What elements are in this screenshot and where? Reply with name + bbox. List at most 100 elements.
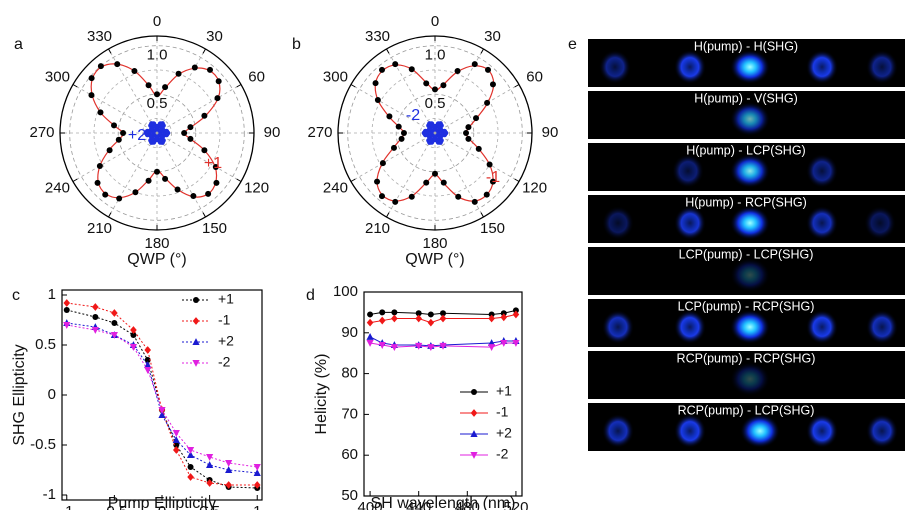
data-point [454, 68, 461, 75]
tick [350, 178, 356, 182]
theta-tick-label: 60 [248, 68, 265, 85]
beam-spot [602, 414, 634, 448]
data-point [432, 86, 438, 93]
data-point [191, 64, 198, 71]
marker [91, 327, 99, 334]
beam-spot [672, 154, 704, 188]
data-point [408, 66, 415, 73]
y-axis-label: SHG Ellipticity [11, 344, 28, 445]
theta-tick-label: 120 [244, 179, 269, 196]
beam-spot [730, 362, 770, 396]
legend-marker [192, 317, 200, 325]
theta-tick-label: 120 [522, 179, 547, 196]
marker [488, 311, 495, 318]
marker [439, 342, 447, 350]
data-point [423, 80, 430, 87]
tick [350, 84, 356, 88]
theta-tick-label: 60 [526, 68, 543, 85]
data-point [214, 95, 221, 102]
tick [386, 212, 390, 218]
theta-tick-label: 240 [45, 179, 70, 196]
marker [110, 332, 118, 339]
tick [386, 48, 390, 54]
beam-spot [730, 154, 770, 188]
r-tick-label: 1.0 [425, 47, 446, 64]
legend-marker [192, 338, 200, 345]
data-point [201, 112, 208, 119]
data-point [455, 193, 462, 200]
data-point [145, 177, 152, 184]
y-tick-label: 0 [48, 386, 56, 403]
x-axis-label: QWP (°) [127, 251, 186, 268]
marker [187, 464, 194, 470]
data-point [115, 136, 122, 143]
data-point [390, 144, 397, 151]
data-point [379, 66, 386, 73]
spoke [350, 132, 436, 182]
data-point [463, 130, 470, 136]
beam-spot [806, 154, 838, 188]
data-point [374, 97, 381, 104]
theta-tick-label: 30 [206, 28, 223, 45]
polar-frame [59, 35, 255, 231]
data-point [187, 124, 194, 131]
marker [206, 454, 214, 461]
marker [158, 407, 166, 414]
legend-marker [470, 430, 478, 437]
panel-letter: a [14, 36, 23, 53]
y-tick-label: 60 [341, 446, 358, 463]
x-tick-label: 480 [455, 499, 480, 510]
marker [379, 309, 386, 316]
data-point [187, 135, 194, 142]
beam-spot [602, 310, 634, 344]
tick [108, 48, 112, 54]
data-point [432, 170, 438, 177]
legend-label: +2 [496, 425, 512, 441]
tick [236, 84, 242, 88]
x-tick-label: 0.5 [199, 503, 220, 510]
spoke [156, 84, 242, 134]
data-point [440, 179, 447, 186]
marker [427, 318, 435, 327]
marker [130, 332, 137, 338]
tick [108, 212, 112, 218]
theta-tick-label: 210 [365, 220, 390, 237]
data-point [486, 161, 493, 168]
marker [415, 310, 422, 317]
data-point [106, 147, 113, 154]
theta-tick-label: 330 [87, 28, 112, 45]
annotation: +2 [128, 127, 146, 144]
beam-spot [674, 50, 706, 84]
marker [253, 469, 261, 476]
marker [92, 303, 99, 311]
theta-tick-label: 150 [480, 220, 505, 237]
data-point [408, 193, 415, 200]
legend-label: +2 [218, 333, 234, 349]
beam-spot [674, 310, 706, 344]
image-label: H(pump) - RCP(SHG) [685, 195, 807, 209]
marker [172, 436, 180, 443]
legend-label: +1 [218, 291, 234, 307]
tick [514, 178, 520, 182]
data-point [484, 99, 491, 106]
marker [366, 332, 374, 340]
data-point [395, 123, 402, 130]
legend-marker [470, 409, 478, 417]
spoke [108, 132, 158, 218]
image-label: H(pump) - H(SHG) [694, 39, 798, 53]
legend-marker [192, 360, 200, 367]
data-point [132, 189, 139, 196]
theta-tick-label: 210 [87, 220, 112, 237]
data-point [201, 147, 208, 154]
data-point [175, 70, 182, 77]
tick [202, 48, 206, 54]
marker [253, 481, 261, 489]
data-point [473, 115, 480, 122]
spoke [350, 84, 436, 134]
data-point [181, 130, 188, 136]
data-point [386, 113, 393, 120]
marker [130, 326, 137, 334]
marker [206, 479, 213, 487]
marker [144, 361, 152, 368]
